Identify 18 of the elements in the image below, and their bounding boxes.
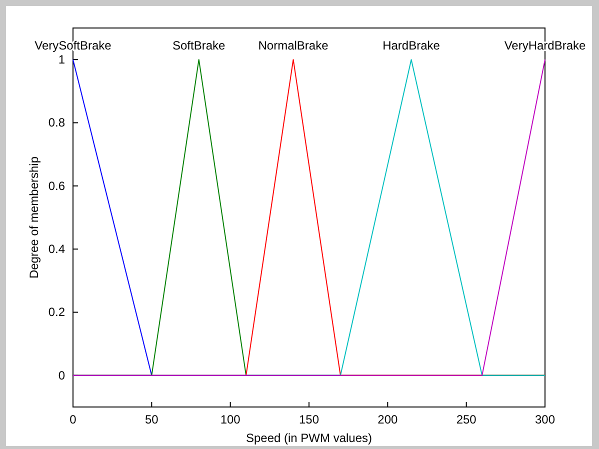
y-tick-label: 1 [58, 52, 66, 66]
x-tick-label: 250 [456, 412, 477, 427]
y-tick-label: 0.8 [48, 116, 66, 130]
x-tick-label: 0 [70, 412, 77, 427]
y-axis-title: Degree of membership [27, 156, 41, 279]
x-tick-label: 150 [298, 412, 320, 427]
series-label: SoftBrake [172, 38, 226, 53]
x-tick-label: 100 [220, 412, 241, 427]
series-label: NormalBrake [258, 38, 329, 53]
x-tick-label: 50 [144, 412, 159, 427]
series-label: HardBrake [382, 38, 440, 53]
y-tick-label: 0.4 [48, 242, 66, 256]
y-tick-label: 0.6 [48, 178, 66, 193]
y-tick-label: 0 [58, 368, 66, 382]
x-axis-title: Speed (in PWM values) [246, 431, 372, 445]
x-tick-label: 300 [534, 412, 556, 427]
x-tick-label: 200 [378, 412, 398, 427]
y-tick-label: 0.2 [48, 305, 66, 320]
